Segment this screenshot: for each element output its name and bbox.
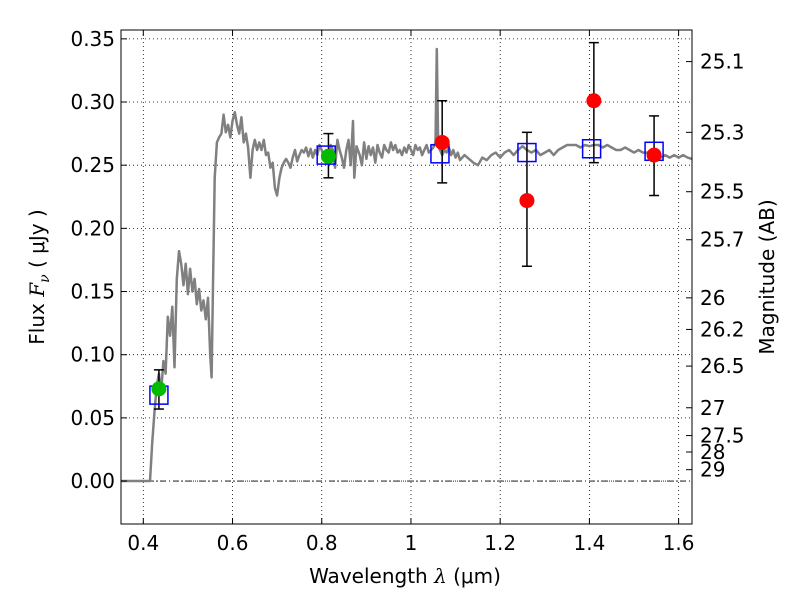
y2-axis-label: Magnitude (AB) (755, 199, 779, 354)
spectrum-layer (121, 47, 693, 483)
y-tick-label: 0.35 (70, 27, 115, 51)
y-tick-label: 0.05 (70, 406, 115, 430)
magnitude-tick-label: 26.5 (700, 354, 745, 378)
x-tick-label: 1.2 (484, 531, 516, 555)
y-tick-labels: 0.00 0.05 0.10 0.15 0.20 0.25 0.30 0.35 (70, 27, 115, 493)
model-box-marker (581, 139, 602, 159)
x-tick-label: 1.4 (573, 531, 605, 555)
plot-frame (120, 29, 693, 525)
grid (121, 30, 692, 524)
x-tick-label: 0.8 (306, 531, 338, 555)
x-tick-label: 1.6 (663, 531, 695, 555)
model-box-layer (149, 139, 664, 405)
x-tick-label: 0.6 (217, 531, 249, 555)
magnitude-tick-label: 27 (700, 396, 725, 420)
red-data-point (586, 93, 602, 109)
axis-ticks (121, 30, 692, 524)
red-data-point (519, 193, 535, 209)
red-data-point (434, 134, 450, 150)
magnitude-tick-label: 25.7 (700, 228, 745, 252)
x-tick-label: 0.4 (127, 531, 159, 555)
y-tick-label: 0.00 (70, 469, 115, 493)
y-tick-label: 0.15 (70, 280, 115, 304)
spectrum-line (121, 47, 693, 483)
magnitude-tick-label: 27.5 (700, 424, 745, 448)
magnitude-tick-label: 28 (700, 440, 725, 464)
x-axis-label: Wavelength λ (μm) (309, 564, 501, 588)
magnitude-tick-label: 26.2 (700, 317, 745, 341)
y-tick-label: 0.10 (70, 343, 115, 367)
model-box-marker (517, 142, 537, 163)
y-tick-label: 0.30 (70, 90, 115, 114)
y-axis-label: Flux Fν ( μJy ) (25, 209, 53, 344)
red-data-point (646, 147, 662, 163)
magnitude-tick-label: 26 (700, 286, 725, 310)
x-tick-labels: 0.4 0.6 0.8 1 1.2 1.4 1.6 (127, 531, 694, 555)
green-data-point (320, 148, 336, 164)
magnitude-tick-label: 25.3 (700, 120, 745, 144)
errorbar-layer (153, 41, 660, 410)
x-tick-label: 1 (405, 531, 418, 555)
y-tick-label: 0.20 (70, 216, 115, 240)
y-tick-label: 0.25 (70, 153, 115, 177)
point-layer (151, 93, 662, 397)
magnitude-tick-label: 25.5 (700, 180, 745, 204)
magnitude-tick-label: 29 (700, 458, 725, 482)
magnitude-tick-label: 25.1 (700, 50, 745, 74)
green-data-point (151, 381, 167, 397)
